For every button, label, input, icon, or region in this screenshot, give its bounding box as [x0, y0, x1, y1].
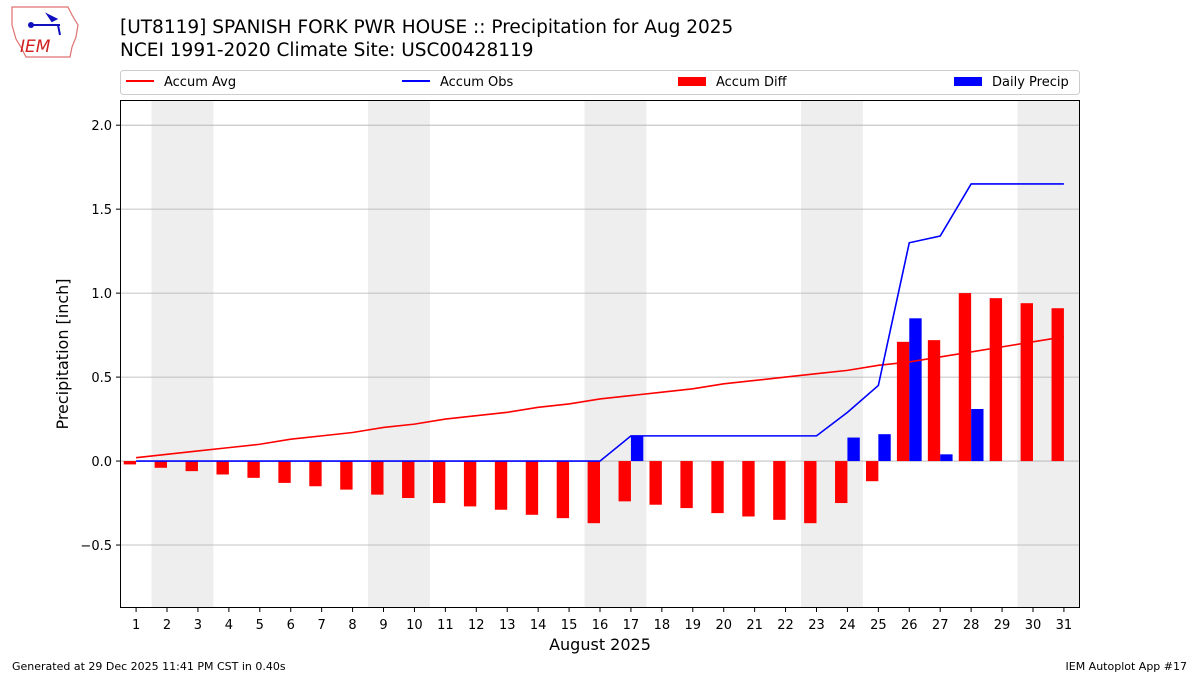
x-tick-label: 19: [685, 618, 702, 633]
accum-diff-bar: [494, 461, 508, 510]
y-tick-label: 0.0: [91, 455, 112, 470]
legend-entry: Accum Avg: [164, 75, 236, 90]
x-tick-label: 12: [468, 618, 485, 633]
x-tick-label: 22: [777, 618, 794, 633]
x-tick-label: 18: [654, 618, 671, 633]
x-axis-label: August 2025: [549, 635, 651, 654]
x-tick-label: 20: [715, 618, 732, 633]
daily-precip-bar: [909, 318, 922, 462]
legend-swatch: [954, 77, 982, 86]
accum-diff-bar: [309, 461, 322, 487]
weekend-shading: [368, 100, 430, 608]
weekend-shading: [151, 100, 214, 608]
x-tick-label: 8: [348, 618, 356, 633]
x-tick-label: 15: [561, 618, 578, 633]
accum-diff-bar: [742, 461, 755, 517]
accum-diff-bar: [216, 461, 229, 475]
daily-precip-bar: [630, 435, 644, 462]
accum-diff-bar: [711, 461, 724, 514]
x-tick-label: 11: [437, 618, 454, 633]
x-tick-label: 6: [287, 618, 295, 633]
accum-diff-bar: [649, 461, 662, 505]
plot-frame: [120, 100, 1080, 608]
app-note: IEM Autoplot App #17: [1065, 660, 1188, 673]
accum-diff-bar: [247, 461, 260, 478]
weekend-shading: [584, 100, 647, 608]
accum-diff-bar: [989, 298, 1003, 462]
y-tick-label: 0.5: [91, 371, 112, 386]
x-tick-label: 13: [499, 618, 516, 633]
x-tick-label: 23: [808, 618, 825, 633]
legend-entry: Accum Obs: [440, 75, 513, 90]
x-tick-label: 27: [932, 618, 949, 633]
x-tick-label: 9: [379, 618, 387, 633]
daily-precip-bar: [971, 408, 984, 462]
x-tick-label: 16: [592, 618, 609, 633]
x-tick-label: 4: [225, 618, 233, 633]
accum-diff-bar: [371, 461, 384, 495]
x-tick-label: 26: [901, 618, 918, 633]
y-axis-label: Precipitation [inch]: [53, 278, 72, 429]
y-tick-label: 2.0: [91, 119, 112, 134]
accum-diff-bar: [340, 461, 353, 490]
accum-diff-bar: [402, 461, 415, 499]
accum-diff-bar: [463, 461, 477, 507]
accum-diff-bar: [154, 461, 168, 468]
accum-diff-bar: [618, 461, 631, 502]
x-tick-label: 3: [194, 618, 202, 633]
accum-obs-line: [136, 183, 1064, 462]
accum-diff-bar: [896, 341, 910, 462]
svg-text:IEM: IEM: [20, 37, 51, 57]
x-tick-label: 1: [132, 618, 140, 633]
x-tick-label: 21: [746, 618, 763, 633]
x-tick-label: 10: [406, 618, 423, 633]
weekend-shading: [801, 100, 863, 608]
daily-precip-bar: [940, 454, 953, 462]
daily-precip-bar: [878, 434, 891, 462]
x-tick-label: 24: [839, 618, 856, 633]
accum-diff-bar: [804, 461, 817, 524]
accum-diff-bar: [587, 461, 600, 524]
daily-precip-bar: [847, 437, 860, 462]
y-tick-label: 1.5: [91, 203, 112, 218]
chart-title: [UT8119] SPANISH FORK PWR HOUSE :: Preci…: [120, 17, 734, 38]
accum-diff-bar: [278, 461, 291, 483]
accum-diff-bar: [432, 461, 446, 504]
accum-diff-bar: [680, 461, 693, 509]
accum-diff-bar: [185, 461, 198, 472]
y-tick-label: −0.5: [80, 539, 112, 554]
accum-diff-bar: [958, 293, 972, 462]
chart-subtitle: NCEI 1991-2020 Climate Site: USC00428119: [120, 40, 534, 61]
iem-logo: IEM: [11, 6, 79, 58]
legend-entry: Accum Diff: [716, 75, 788, 90]
x-tick-label: 30: [1025, 618, 1042, 633]
accum-diff-bar: [865, 461, 879, 482]
x-tick-label: 14: [530, 618, 547, 633]
x-tick-label: 17: [623, 618, 640, 633]
x-tick-label: 5: [256, 618, 264, 633]
legend: Accum Avg Accum Obs Accum Diff Daily Precip: [120, 70, 1080, 95]
accum-avg-line: [135, 335, 1065, 459]
x-tick-label: 28: [963, 618, 980, 633]
x-tick-label: 29: [994, 618, 1011, 633]
x-tick-label: 31: [1056, 618, 1073, 633]
accum-diff-bar: [773, 461, 786, 520]
generated-note: Generated at 29 Dec 2025 11:41 PM CST in…: [12, 660, 286, 673]
y-tick-label: 1.0: [91, 287, 112, 302]
x-tick-label: 2: [163, 618, 171, 633]
legend-swatch: [678, 77, 706, 86]
accum-diff-bar: [835, 461, 848, 504]
accum-diff-bar: [525, 461, 539, 515]
accum-diff-bar: [556, 461, 570, 519]
accum-diff-bar: [1020, 303, 1033, 462]
accum-diff-bar: [123, 461, 137, 465]
legend-entry: Daily Precip: [992, 75, 1069, 90]
accum-diff-bar: [1051, 308, 1064, 462]
x-tick-label: 25: [870, 618, 887, 633]
x-tick-label: 7: [318, 618, 326, 633]
accum-diff-bar: [927, 340, 941, 462]
